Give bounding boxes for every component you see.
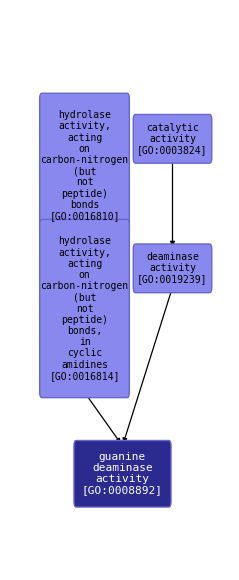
Text: hydrolase
activity,
acting
on
carbon-nitrogen
(but
not
peptide)
bonds,
in
cyclic: hydrolase activity, acting on carbon-nit… (40, 236, 129, 380)
Text: hydrolase
activity,
acting
on
carbon-nitrogen
(but
not
peptide)
bonds
[GO:001681: hydrolase activity, acting on carbon-nit… (40, 110, 129, 221)
FancyBboxPatch shape (74, 440, 171, 507)
Text: catalytic
activity
[GO:0003824]: catalytic activity [GO:0003824] (137, 122, 208, 155)
Text: deaminase
activity
[GO:0019239]: deaminase activity [GO:0019239] (137, 252, 208, 285)
FancyBboxPatch shape (40, 93, 129, 238)
FancyBboxPatch shape (133, 114, 212, 163)
Text: guanine
deaminase
activity
[GO:0008892]: guanine deaminase activity [GO:0008892] (82, 452, 163, 495)
FancyBboxPatch shape (40, 219, 129, 398)
FancyBboxPatch shape (133, 244, 212, 293)
